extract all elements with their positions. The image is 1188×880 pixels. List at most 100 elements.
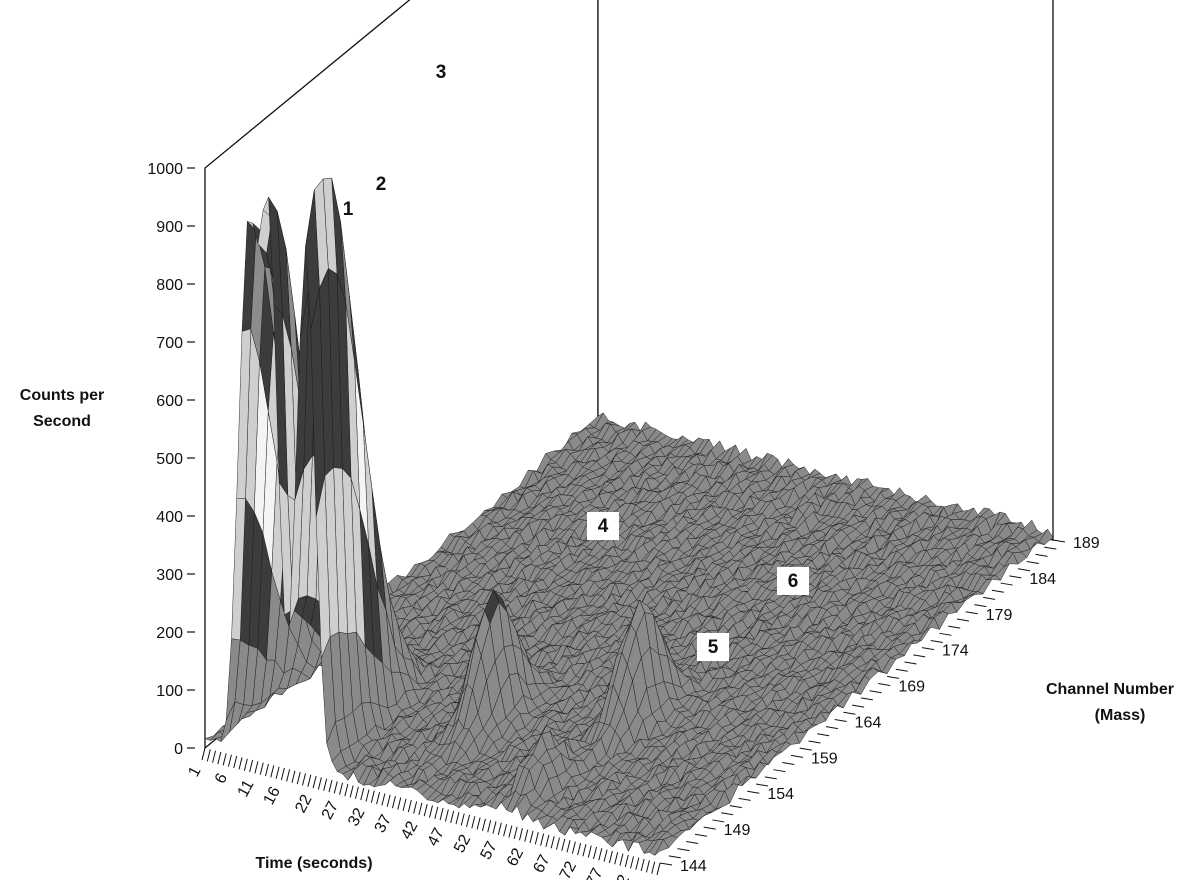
x-tick-mark <box>201 747 206 761</box>
y-tick-mark <box>817 733 830 737</box>
y-tick-label: 179 <box>986 607 1013 624</box>
x-tick-mark <box>402 798 407 811</box>
y-tick-mark <box>1009 575 1022 579</box>
x-tick-mark <box>624 854 629 868</box>
peak-label-1: 1 <box>343 199 354 220</box>
z-tick-label: 0 <box>174 741 183 758</box>
y-tick-mark <box>782 762 795 766</box>
x-tick-mark <box>471 816 476 829</box>
x-tick-mark <box>418 802 423 815</box>
surface-cell <box>654 838 670 856</box>
x-tick-label: 16 <box>261 784 284 808</box>
y-tick-label: 164 <box>855 714 882 731</box>
y-tick-mark <box>677 848 690 852</box>
x-tick-mark <box>222 753 227 766</box>
x-tick-mark <box>317 777 322 790</box>
x-tick-mark <box>275 766 280 779</box>
peak-label-box <box>587 512 619 540</box>
x-tick-mark <box>598 848 603 861</box>
x-tick-label: 37 <box>372 812 395 836</box>
y-tick-mark <box>825 726 839 730</box>
y-tick-mark <box>1035 553 1048 557</box>
x-tick-label: 42 <box>398 819 421 843</box>
y-tick-mark <box>694 833 708 837</box>
x-tick-mark <box>503 824 508 837</box>
y-tick-mark <box>886 675 900 679</box>
y-tick-mark <box>895 668 908 672</box>
z-tick-label: 800 <box>156 277 183 294</box>
x-tick-mark <box>630 856 635 869</box>
x-tick-mark <box>513 826 518 840</box>
y-tick-label: 184 <box>1029 571 1056 588</box>
x-tick-mark <box>339 782 344 795</box>
z-tick-label: 100 <box>156 683 183 700</box>
x-tick-mark <box>466 814 471 827</box>
x-tick-mark <box>635 857 640 870</box>
x-tick-mark <box>243 758 248 771</box>
x-tick-mark <box>492 821 497 834</box>
z-tick-label: 600 <box>156 393 183 410</box>
x-tick-label: 62 <box>504 845 527 869</box>
x-tick-mark <box>444 809 449 822</box>
y-tick-label: 159 <box>811 750 838 767</box>
x-tick-mark <box>291 770 296 783</box>
z-tick-label: 200 <box>156 625 183 642</box>
x-tick-mark <box>354 786 359 799</box>
z-tick-label: 700 <box>156 335 183 352</box>
z-tick-label: 500 <box>156 451 183 468</box>
x-tick-mark <box>608 850 613 864</box>
x-tick-mark <box>328 779 333 793</box>
x-tick-mark <box>561 838 566 852</box>
y-tick-mark <box>930 639 943 643</box>
x-tick-label: 47 <box>425 825 448 849</box>
y-tick-mark <box>965 611 978 615</box>
x-tick-mark <box>423 804 428 817</box>
x-tick-mark <box>476 817 481 830</box>
y-tick-mark <box>729 805 742 809</box>
x-tick-mark <box>280 767 285 781</box>
y-tick-mark <box>773 769 786 773</box>
y-axis-title-line2: (Mass) <box>1095 707 1146 724</box>
x-tick-label: 11 <box>235 777 258 800</box>
y-tick-mark <box>1026 561 1039 565</box>
x-tick-mark <box>333 781 338 794</box>
y-tick-mark <box>948 625 961 629</box>
z-axis-title-line1: Counts per <box>20 387 104 404</box>
x-tick-mark <box>550 836 555 849</box>
x-tick-mark <box>381 793 386 806</box>
y-tick-label: 144 <box>680 858 707 875</box>
y-tick-mark <box>834 718 847 722</box>
y-tick-mark <box>878 683 891 687</box>
x-tick-label: 77 <box>583 865 606 880</box>
peak-labels: 1 2 3 4 5 6 <box>343 62 809 661</box>
y-tick-mark <box>1044 546 1057 550</box>
x-tick-mark <box>249 759 254 773</box>
y-tick-mark <box>659 862 673 866</box>
x-tick-mark <box>566 840 571 853</box>
x-tick-mark <box>307 774 312 787</box>
x-tick-mark <box>429 805 433 818</box>
x-tick-mark <box>460 813 465 826</box>
x-tick-mark <box>571 841 576 854</box>
y-tick-mark <box>686 840 699 844</box>
x-tick-mark <box>450 810 455 823</box>
x-tick-mark <box>391 796 396 809</box>
y-tick-label: 174 <box>942 643 969 660</box>
y-tick-mark <box>721 812 734 816</box>
x-tick-mark <box>497 822 502 836</box>
y-tick-label: 149 <box>724 822 751 839</box>
x-tick-label: 82 <box>610 872 633 880</box>
x-axis-ticks: 1611162227323742475257626772778287 <box>185 747 661 880</box>
y-tick-mark <box>991 589 1004 593</box>
x-tick-mark <box>212 750 217 763</box>
x-tick-mark <box>238 757 243 770</box>
x-tick-mark <box>534 832 539 845</box>
x-tick-mark <box>344 783 349 797</box>
x-tick-mark <box>545 834 550 848</box>
peak-label-box <box>777 567 809 595</box>
z-tick-label: 400 <box>156 509 183 526</box>
surface-mesh <box>204 177 1054 856</box>
y-tick-mark <box>1000 582 1013 586</box>
x-tick-mark <box>518 828 523 841</box>
